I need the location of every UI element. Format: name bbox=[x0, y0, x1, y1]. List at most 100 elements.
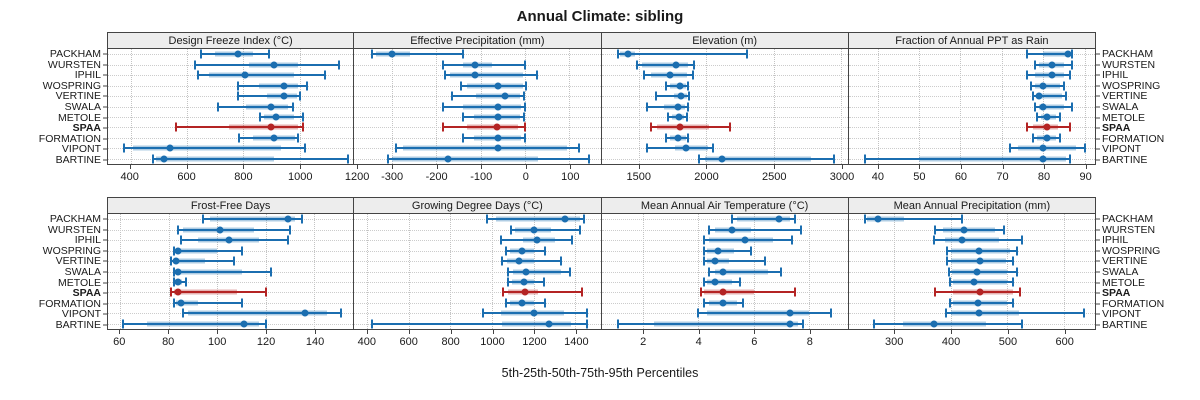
whisker-line bbox=[950, 280, 1014, 283]
site-label-right-vertine: VERTINE bbox=[1102, 255, 1148, 268]
median-dot bbox=[719, 268, 727, 275]
row-gridline bbox=[848, 137, 1095, 139]
whisker-cap bbox=[872, 319, 875, 329]
y-tick-right bbox=[1096, 127, 1100, 129]
whisker-cap bbox=[481, 308, 484, 318]
row-gridline bbox=[354, 271, 601, 273]
whisker-cap bbox=[1025, 70, 1028, 80]
y-tick-right bbox=[1096, 64, 1100, 66]
whisker-cap bbox=[582, 214, 585, 224]
whisker-line bbox=[698, 157, 835, 160]
median-dot bbox=[174, 268, 182, 275]
median-dot bbox=[666, 71, 674, 79]
whisker-cap bbox=[289, 225, 292, 235]
panel-strip-fraction-of-annual-ppt-as-rain: Fraction of Annual PPT as Rain bbox=[848, 32, 1096, 49]
row-gridline bbox=[848, 127, 1095, 129]
median-dot bbox=[728, 226, 736, 234]
x-tick-mark bbox=[1085, 165, 1087, 169]
whisker-line bbox=[396, 147, 580, 150]
median-dot bbox=[172, 257, 180, 265]
y-tick-left bbox=[103, 271, 107, 273]
whisker-cap bbox=[536, 70, 539, 80]
x-tick-mark bbox=[392, 165, 394, 169]
x-tick-label: 100 bbox=[561, 171, 580, 183]
median-dot bbox=[672, 61, 680, 69]
whisker-cap bbox=[646, 143, 649, 153]
panel-band-top: Design Freeze Index (°C) Effective Precip… bbox=[0, 32, 1200, 192]
site-label-right-iphil: IPHIL bbox=[1102, 69, 1129, 82]
strip-spacer-right bbox=[1096, 32, 1200, 49]
whisker-cap bbox=[324, 70, 327, 80]
y-tick-right bbox=[1096, 95, 1100, 97]
whisker-cap bbox=[578, 143, 581, 153]
x-tick-label: 600 bbox=[177, 171, 196, 183]
x-tick-label: 800 bbox=[441, 336, 460, 348]
x-tick-mark bbox=[877, 165, 879, 169]
y-tick-left bbox=[103, 138, 107, 140]
x-tick-label: 800 bbox=[234, 171, 253, 183]
whisker-cap bbox=[1069, 70, 1072, 80]
x-tick-mark bbox=[534, 330, 536, 334]
whisker-cap bbox=[122, 143, 125, 153]
whisker-cap bbox=[933, 287, 936, 297]
median-dot bbox=[234, 50, 242, 58]
median-dot bbox=[786, 320, 794, 328]
whisker-line bbox=[618, 53, 747, 56]
whisker-cap bbox=[702, 277, 705, 287]
site-label-right-formation: FORMATION bbox=[1102, 297, 1165, 310]
whisker-cap bbox=[1033, 60, 1036, 70]
panel-strip-effective-precipitation-mm: Effective Precipitation (mm) bbox=[354, 32, 602, 49]
whisker-line bbox=[650, 126, 730, 129]
site-labels-right: PACKHAM WURSTEN IPHIL WOSPRING VERTINE SWALA M… bbox=[1096, 214, 1200, 330]
whisker-line bbox=[946, 312, 1084, 315]
median-dot bbox=[561, 215, 569, 223]
median-dot bbox=[718, 155, 726, 163]
median-dot bbox=[301, 309, 309, 317]
site-label-left-spaa: SPAA bbox=[72, 121, 101, 134]
median-dot bbox=[518, 299, 526, 307]
panel-plot-mean-annual-air-temperature-c bbox=[601, 214, 849, 330]
median-dot bbox=[1043, 123, 1051, 131]
whisker-line bbox=[1010, 147, 1085, 150]
whisker-line bbox=[656, 95, 689, 98]
x-tick-label: -100 bbox=[470, 171, 493, 183]
site-label-right-wospring: WOSPRING bbox=[1102, 79, 1161, 92]
x-tick-label: 6 bbox=[751, 336, 758, 348]
x-axis-fraction-of-annual-ppt-as-rain: 40 50 60 70 80 90 bbox=[849, 165, 1096, 192]
y-tick-left bbox=[103, 74, 107, 76]
median-dot bbox=[518, 247, 526, 255]
whisker-cap bbox=[691, 70, 694, 80]
median-dot bbox=[676, 123, 684, 131]
median-dot bbox=[719, 288, 727, 296]
median-dot bbox=[530, 226, 538, 234]
y-tick-right bbox=[1096, 85, 1100, 87]
whisker-cap bbox=[728, 122, 731, 132]
whisker-line bbox=[934, 228, 1004, 231]
whisker-cap bbox=[504, 298, 507, 308]
whisker-cap bbox=[236, 81, 239, 91]
whisker-line bbox=[864, 218, 962, 221]
row-gridline bbox=[848, 75, 1095, 77]
whisker-cap bbox=[1065, 91, 1068, 101]
whisker-line bbox=[371, 53, 463, 56]
panel-plot-frost-free-days bbox=[107, 214, 355, 330]
whisker-line bbox=[202, 218, 303, 221]
row-gridline bbox=[354, 281, 601, 283]
x-tick-mark bbox=[217, 330, 219, 334]
x-tick-mark bbox=[186, 165, 188, 169]
row-gridline bbox=[601, 64, 848, 66]
whisker-cap bbox=[297, 133, 300, 143]
row-gridline bbox=[108, 281, 354, 283]
whisker-line bbox=[503, 291, 582, 294]
whisker-cap bbox=[686, 81, 689, 91]
x-tick-label: 100 bbox=[207, 336, 227, 348]
median-dot bbox=[711, 257, 719, 265]
x-tick-mark bbox=[357, 165, 359, 169]
median-dot bbox=[494, 134, 502, 142]
row-gridline bbox=[848, 54, 1095, 56]
row-gridline bbox=[354, 292, 601, 294]
site-label-left-metole: METOLE bbox=[58, 111, 101, 124]
whisker-line bbox=[239, 136, 299, 139]
row-gridline bbox=[601, 75, 848, 77]
x-tick-mark bbox=[919, 165, 921, 169]
